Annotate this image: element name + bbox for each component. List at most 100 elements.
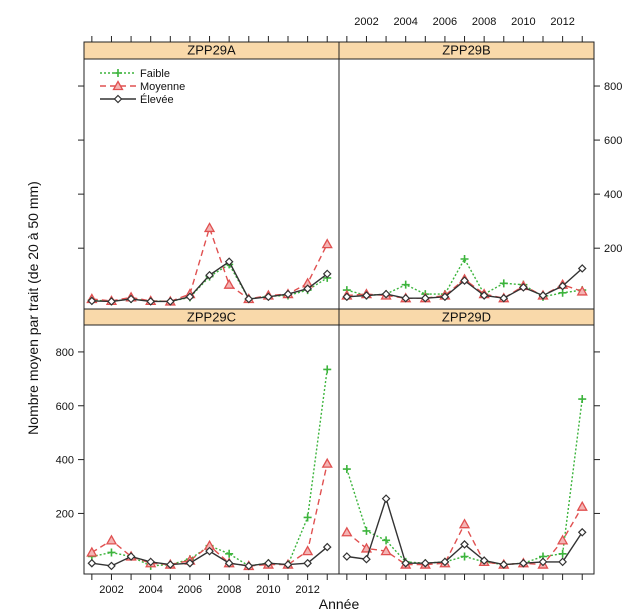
data-point [576,285,588,296]
data-point [380,545,392,556]
data-point [577,527,587,537]
data-point [460,255,469,263]
data-point [165,297,175,306]
panel-border [338,324,595,575]
legend-label: Faible [140,68,170,80]
data-point [362,291,371,300]
data-point [519,558,528,568]
legend-marker [113,94,123,104]
data-point [205,270,214,280]
data-point [264,292,273,302]
data-point [223,278,235,289]
data-point [225,549,234,558]
data-point [224,558,234,568]
data-point [538,291,548,300]
data-point [401,558,411,568]
data-point [341,526,353,537]
data-point [558,549,567,558]
x-tick-label: 2004 [138,584,162,596]
y-tick-label: 800 [604,81,622,93]
data-point [205,546,214,556]
strip-title: ZPP29A [187,43,236,58]
data-point [420,293,430,303]
data-point [87,558,97,568]
panel-zpp29d: ZPP29D [338,308,595,575]
y-tick-label: 800 [56,347,74,359]
data-point [283,289,293,299]
data-point [460,540,469,549]
data-point [458,518,471,529]
panel-zpp29b: ZPP29B [338,41,595,310]
y-tick-label: 400 [56,455,74,467]
y-tick-label: 400 [604,189,622,201]
x-tick-label: 2010 [256,584,280,596]
data-point [185,292,195,302]
data-point [264,558,273,568]
x-tick-label: 2008 [472,16,496,28]
data-point [577,264,587,273]
data-point [460,552,469,561]
y-tick-label: 200 [604,243,622,255]
data-point [107,297,116,306]
data-point [105,534,118,545]
strip-title: ZPP29B [442,43,490,58]
data-point [244,561,254,571]
x-tick-label: 2006 [178,584,202,596]
data-point [224,257,234,267]
data-point [362,554,371,564]
data-point [578,395,587,404]
panel-zpp29a: ZPP29A [83,41,340,310]
data-point [126,294,136,304]
data-point [499,279,508,288]
x-tick-label: 2002 [99,584,123,596]
data-point [499,293,509,303]
data-point [382,536,391,545]
data-point [440,557,450,567]
data-point [342,552,352,561]
data-point [362,526,371,535]
data-point [323,365,332,374]
data-point [558,557,567,567]
y-axis-label: Nombre moyen par trait (de 20 à 50 mm) [25,181,41,435]
data-point [499,560,509,569]
panel-border [83,58,340,310]
data-point [185,558,195,568]
legend-label: Moyenne [140,81,185,93]
x-tick-label: 2012 [550,16,574,28]
x-tick-label: 2008 [217,584,241,596]
strip-title: ZPP29C [187,310,236,325]
data-point [519,283,528,292]
x-tick-label: 2002 [354,16,378,28]
data-point [321,457,333,468]
data-point [146,297,156,306]
data-point [321,238,333,249]
panel-zpp29c: ZPP29C [83,308,340,575]
series-line-moyenne [91,225,328,303]
y-tick-label: 200 [56,508,74,520]
data-point [342,292,352,302]
data-point [360,542,373,553]
data-point [302,545,314,556]
x-axis-label: Année [319,596,360,612]
data-point [283,560,293,569]
data-point [479,556,489,565]
data-point [558,281,567,291]
y-tick-label: 600 [604,135,622,147]
data-point [420,558,430,568]
x-tick-label: 2006 [433,16,457,28]
legend-marker [112,80,124,91]
x-tick-label: 2004 [393,16,417,28]
data-point [322,542,332,552]
data-point [557,534,569,545]
data-point [401,280,410,289]
data-point [381,289,391,299]
data-point [440,292,450,302]
data-point [303,284,312,294]
data-point [244,294,254,304]
data-point [86,546,98,557]
data-point [107,561,116,571]
data-point [107,548,116,557]
strip-title: ZPP29D [442,310,491,325]
